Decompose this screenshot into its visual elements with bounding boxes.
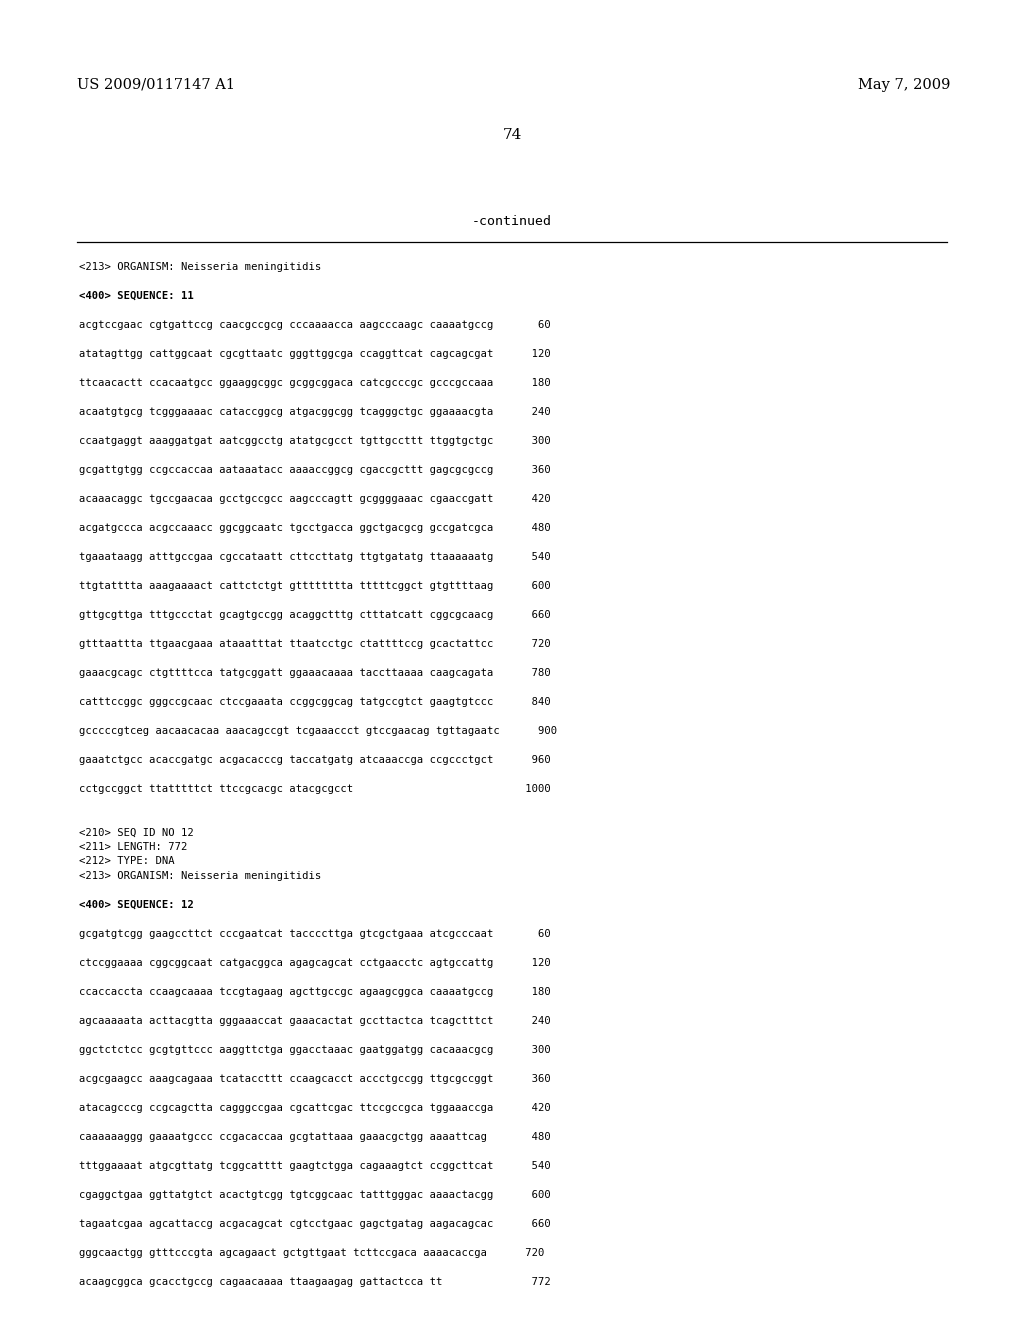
Text: caaaaaaggg gaaaatgccc ccgacaccaa gcgtattaaa gaaacgctgg aaaattcag       480: caaaaaaggg gaaaatgccc ccgacaccaa gcgtatt…	[79, 1133, 551, 1142]
Text: gggcaactgg gtttcccgta agcagaact gctgttgaat tcttccgaca aaaacaccga      720: gggcaactgg gtttcccgta agcagaact gctgttga…	[79, 1247, 545, 1258]
Text: ttcaacactt ccacaatgcc ggaaggcggc gcggcggaca catcgcccgc gcccgccaaa      180: ttcaacactt ccacaatgcc ggaaggcggc gcggcgg…	[79, 378, 551, 388]
Text: acgtccgaac cgtgattccg caacgccgcg cccaaaacca aagcccaagc caaaatgccg       60: acgtccgaac cgtgattccg caacgccgcg cccaaaa…	[79, 319, 551, 330]
Text: catttccggc gggccgcaac ctccgaaata ccggcggcag tatgccgtct gaagtgtccc      840: catttccggc gggccgcaac ctccgaaata ccggcgg…	[79, 697, 551, 708]
Text: acaaacaggc tgccgaacaa gcctgccgcc aagcccagtt gcggggaaac cgaaccgatt      420: acaaacaggc tgccgaacaa gcctgccgcc aagccca…	[79, 494, 551, 504]
Text: <211> LENGTH: 772: <211> LENGTH: 772	[79, 842, 187, 851]
Text: gaaacgcagc ctgttttcca tatgcggatt ggaaacaaaa taccttaaaa caagcagata      780: gaaacgcagc ctgttttcca tatgcggatt ggaaaca…	[79, 668, 551, 678]
Text: tttggaaaat atgcgttatg tcggcatttt gaagtctgga cagaaagtct ccggcttcat      540: tttggaaaat atgcgttatg tcggcatttt gaagtct…	[79, 1162, 551, 1171]
Text: 74: 74	[503, 128, 521, 143]
Text: <400> SEQUENCE: 11: <400> SEQUENCE: 11	[79, 290, 194, 301]
Text: atatagttgg cattggcaat cgcgttaatc gggttggcga ccaggttcat cagcagcgat      120: atatagttgg cattggcaat cgcgttaatc gggttgg…	[79, 348, 551, 359]
Text: ttgtatttta aaagaaaact cattctctgt gtttttttta tttttcggct gtgttttaag      600: ttgtatttta aaagaaaact cattctctgt gtttttt…	[79, 581, 551, 591]
Text: US 2009/0117147 A1: US 2009/0117147 A1	[77, 78, 234, 92]
Text: atacagcccg ccgcagctta cagggccgaa cgcattcgac ttccgccgca tggaaaccga      420: atacagcccg ccgcagctta cagggccgaa cgcattc…	[79, 1104, 551, 1113]
Text: acaagcggca gcacctgccg cagaacaaaa ttaagaagag gattactcca tt              772: acaagcggca gcacctgccg cagaacaaaa ttaagaa…	[79, 1276, 551, 1287]
Text: gaaatctgcc acaccgatgc acgacacccg taccatgatg atcaaaccga ccgccctgct      960: gaaatctgcc acaccgatgc acgacacccg taccatg…	[79, 755, 551, 766]
Text: <213> ORGANISM: Neisseria meningitidis: <213> ORGANISM: Neisseria meningitidis	[79, 261, 322, 272]
Text: cgaggctgaa ggttatgtct acactgtcgg tgtcggcaac tatttgggac aaaactacgg      600: cgaggctgaa ggttatgtct acactgtcgg tgtcggc…	[79, 1191, 551, 1200]
Text: May 7, 2009: May 7, 2009	[858, 78, 950, 92]
Text: tgaaataagg atttgccgaa cgccataatt cttccttatg ttgtgatatg ttaaaaaatg      540: tgaaataagg atttgccgaa cgccataatt cttcctt…	[79, 552, 551, 562]
Text: acgatgccca acgccaaacc ggcggcaatc tgcctgacca ggctgacgcg gccgatcgca      480: acgatgccca acgccaaacc ggcggcaatc tgcctga…	[79, 523, 551, 533]
Text: acaatgtgcg tcgggaaaac cataccggcg atgacggcgg tcagggctgc ggaaaacgta      240: acaatgtgcg tcgggaaaac cataccggcg atgacgg…	[79, 407, 551, 417]
Text: tagaatcgaa agcattaccg acgacagcat cgtcctgaac gagctgatag aagacagcac      660: tagaatcgaa agcattaccg acgacagcat cgtcctg…	[79, 1218, 551, 1229]
Text: ccaccaccta ccaagcaaaa tccgtagaag agcttgccgc agaagcggca caaaatgccg      180: ccaccaccta ccaagcaaaa tccgtagaag agcttgc…	[79, 987, 551, 997]
Text: agcaaaaata acttacgtta gggaaaccat gaaacactat gccttactca tcagctttct      240: agcaaaaata acttacgtta gggaaaccat gaaacac…	[79, 1016, 551, 1026]
Text: <213> ORGANISM: Neisseria meningitidis: <213> ORGANISM: Neisseria meningitidis	[79, 871, 322, 880]
Text: acgcgaagcc aaagcagaaa tcataccttt ccaagcacct accctgccgg ttgcgccggt      360: acgcgaagcc aaagcagaaa tcataccttt ccaagca…	[79, 1074, 551, 1084]
Text: ccaatgaggt aaaggatgat aatcggcctg atatgcgcct tgttgccttt ttggtgctgc      300: ccaatgaggt aaaggatgat aatcggcctg atatgcg…	[79, 436, 551, 446]
Text: gcgatgtcgg gaagccttct cccgaatcat taccccttga gtcgctgaaa atcgcccaat       60: gcgatgtcgg gaagccttct cccgaatcat tacccct…	[79, 929, 551, 939]
Text: gttgcgttga tttgccctat gcagtgccgg acaggctttg ctttatcatt cggcgcaacg      660: gttgcgttga tttgccctat gcagtgccgg acaggct…	[79, 610, 551, 620]
Text: cctgccggct ttatttttct ttccgcacgc atacgcgcct                           1000: cctgccggct ttatttttct ttccgcacgc atacgcg…	[79, 784, 551, 795]
Text: ggctctctcc gcgtgttccc aaggttctga ggacctaaac gaatggatgg cacaaacgcg      300: ggctctctcc gcgtgttccc aaggttctga ggaccta…	[79, 1045, 551, 1055]
Text: -continued: -continued	[472, 215, 552, 228]
Text: <212> TYPE: DNA: <212> TYPE: DNA	[79, 857, 175, 866]
Text: gtttaattta ttgaacgaaa ataaatttat ttaatcctgc ctattttccg gcactattcc      720: gtttaattta ttgaacgaaa ataaatttat ttaatcc…	[79, 639, 551, 649]
Text: <210> SEQ ID NO 12: <210> SEQ ID NO 12	[79, 828, 194, 837]
Text: ctccggaaaa cggcggcaat catgacggca agagcagcat cctgaacctc agtgccattg      120: ctccggaaaa cggcggcaat catgacggca agagcag…	[79, 958, 551, 968]
Text: <400> SEQUENCE: 12: <400> SEQUENCE: 12	[79, 900, 194, 909]
Text: gcccccgtceg aacaacacaa aaacagccgt tcgaaaccct gtccgaacag tgttagaatc      900: gcccccgtceg aacaacacaa aaacagccgt tcgaaa…	[79, 726, 557, 737]
Text: gcgattgtgg ccgccaccaa aataaatacc aaaaccggcg cgaccgcttt gagcgcgccg      360: gcgattgtgg ccgccaccaa aataaatacc aaaaccg…	[79, 465, 551, 475]
